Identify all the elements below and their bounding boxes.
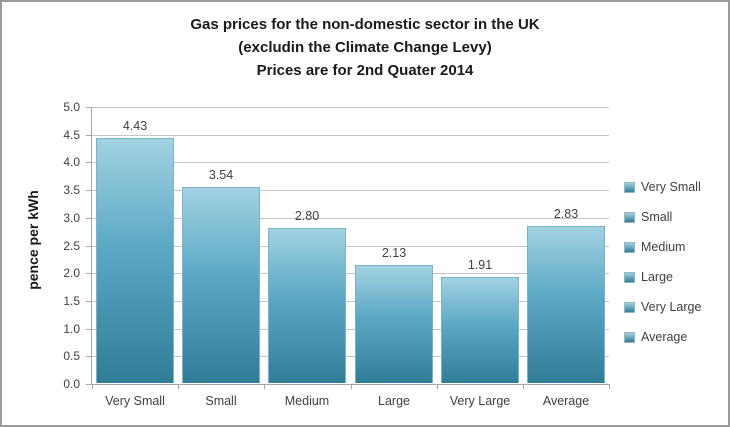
legend-label: Very Large [641,300,702,314]
gridline [92,190,609,191]
y-tick-label: 5.0 [63,100,80,114]
chart-title-line-1: Gas prices for the non-domestic sector i… [190,16,540,33]
x-tick [437,384,438,389]
legend-label: Medium [641,240,686,254]
y-tick [86,356,92,357]
y-tick-label: 3.0 [63,211,80,225]
x-category-label: Very Large [449,394,511,408]
gridline [92,301,609,302]
y-tick [86,190,92,191]
legend-swatch-icon [624,241,635,253]
gridline [92,273,609,274]
y-axis-title: pence per kWh [25,190,41,290]
x-tick [523,384,524,389]
legend-label: Small [641,210,673,224]
bar-value-label: 3.54 [208,168,234,182]
legend: Very Small Small Medium Large Very Large Aver… [624,172,728,352]
legend-item: Medium [624,232,728,262]
gridline [92,329,609,330]
x-tick [609,384,610,389]
y-tick [86,162,92,163]
x-category-label: Very Small [105,394,165,408]
legend-item: Very Large [624,292,728,322]
gridline [92,107,609,108]
legend-item: Average [624,322,728,352]
legend-swatch-icon [624,211,635,223]
y-tick [86,384,92,385]
bar-very-small [96,138,174,383]
gridline [92,162,609,163]
y-tick [86,329,92,330]
legend-swatch-icon [624,301,635,313]
legend-label: Average [641,330,688,344]
y-tick [86,301,92,302]
chart-title: Gas prices for the non-domestic sector i… [2,13,728,82]
y-tick-label: 2.5 [63,239,80,253]
y-tick-label: 0.0 [63,377,80,391]
legend-swatch-icon [624,181,635,193]
gridline [92,356,609,357]
legend-swatch-icon [624,271,635,283]
x-category-label: Average [542,394,590,408]
y-tick-label: 1.5 [63,294,80,308]
y-tick [86,218,92,219]
y-tick [86,135,92,136]
legend-swatch-icon [624,331,635,343]
bar-value-label: 4.43 [122,119,148,133]
gridline [92,246,609,247]
x-tick [264,384,265,389]
y-tick [86,246,92,247]
gridline [92,135,609,136]
y-tick [86,107,92,108]
y-tick-label: 4.0 [63,155,80,169]
x-category-label: Medium [284,394,330,408]
bar-large [355,265,433,383]
y-tick-label: 0.5 [63,349,80,363]
y-tick-label: 4.5 [63,128,80,142]
gridline [92,218,609,219]
bar-value-label: 2.80 [294,209,320,223]
y-tick-label: 1.0 [63,322,80,336]
x-category-label: Small [205,394,237,408]
bar-very-large [441,277,519,383]
plot-area: 4.43 3.54 2.80 2.13 1.91 2.83 [92,107,609,384]
legend-item: Small [624,202,728,232]
chart-title-line-2: (excludin the Climate Change Levy) [238,39,492,56]
y-tick [86,273,92,274]
bar-value-label: 2.13 [381,246,407,260]
bar-value-label: 2.83 [553,207,579,221]
y-tick-label: 2.0 [63,266,80,280]
legend-label: Very Small [641,180,701,194]
x-tick [351,384,352,389]
x-category-label: Large [378,394,410,408]
bar-small [182,187,260,383]
bar-medium [268,228,346,383]
bar-value-label: 1.91 [467,258,493,272]
x-tick [92,384,93,389]
legend-label: Large [641,270,673,284]
bar-average [527,226,605,383]
legend-item: Large [624,262,728,292]
y-tick-label: 3.5 [63,183,80,197]
chart-title-line-3: Prices are for 2nd Quater 2014 [256,62,474,79]
x-tick [178,384,179,389]
legend-item: Very Small [624,172,728,202]
